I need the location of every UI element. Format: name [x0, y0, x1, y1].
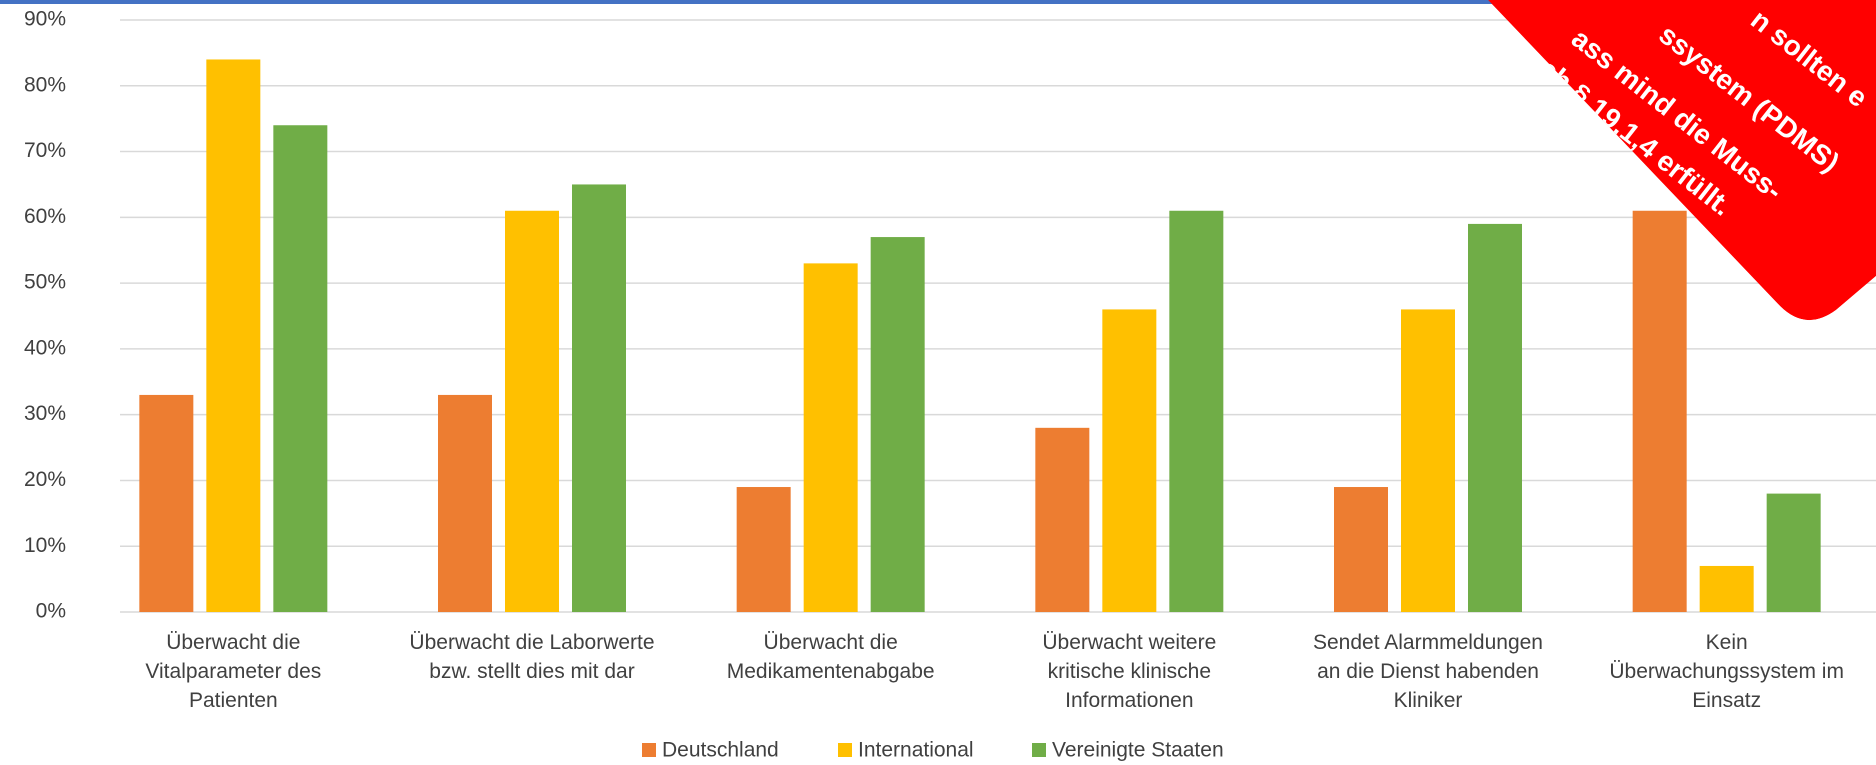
bar: [1401, 309, 1455, 612]
legend-swatch: [1032, 743, 1046, 757]
legend-swatch: [642, 743, 656, 757]
x-tick-label: Kein Überwachungssystem im Einsatz: [1609, 631, 1844, 712]
x-tick-label: Überwacht weitere kritische klinische Info…: [1042, 631, 1216, 712]
bar: [572, 184, 626, 612]
y-tick-label: 30%: [24, 402, 66, 425]
bar: [1468, 223, 1522, 612]
legend-label: Vereinigte Staaten: [1052, 739, 1224, 762]
bar: [438, 394, 492, 612]
bar: [1766, 493, 1821, 612]
y-tick-label: 90%: [24, 8, 66, 31]
bar: [1035, 427, 1090, 612]
ribbon-band: [1488, 0, 1876, 321]
bar: [1334, 487, 1388, 612]
bar: [206, 59, 261, 612]
bar: [1169, 210, 1224, 612]
legend-label: International: [858, 739, 974, 762]
header-border: [0, 0, 1876, 4]
y-tick-label: 40%: [24, 336, 66, 359]
x-tick-label: Überwacht die Laborwerte bzw. stellt dies…: [409, 631, 654, 683]
y-tick-label: 60%: [24, 205, 66, 228]
bar: [1102, 309, 1157, 612]
x-tick-label: Überwacht die Medikamentenabgabe: [727, 631, 935, 683]
y-tick-label: 10%: [24, 534, 66, 557]
y-tick-label: 20%: [24, 468, 66, 491]
bar: [803, 263, 858, 612]
x-tick-label: Sendet Alarmmeldungen an die Dienst haben…: [1313, 631, 1543, 712]
bar: [736, 487, 791, 612]
bar: [139, 394, 194, 612]
x-tick-label: Überwacht die Vitalparameter des Patienten: [145, 631, 321, 712]
bar: [1632, 210, 1687, 612]
legend-swatch: [838, 743, 852, 757]
bar: [273, 125, 328, 612]
bar: [870, 237, 925, 613]
bar: [1699, 565, 1754, 612]
y-tick-label: 0%: [36, 600, 66, 623]
y-tick-label: 50%: [24, 271, 66, 294]
legend-label: Deutschland: [662, 739, 779, 762]
y-tick-label: 80%: [24, 73, 66, 96]
y-tick-label: 70%: [24, 139, 66, 162]
bar: [505, 210, 559, 612]
